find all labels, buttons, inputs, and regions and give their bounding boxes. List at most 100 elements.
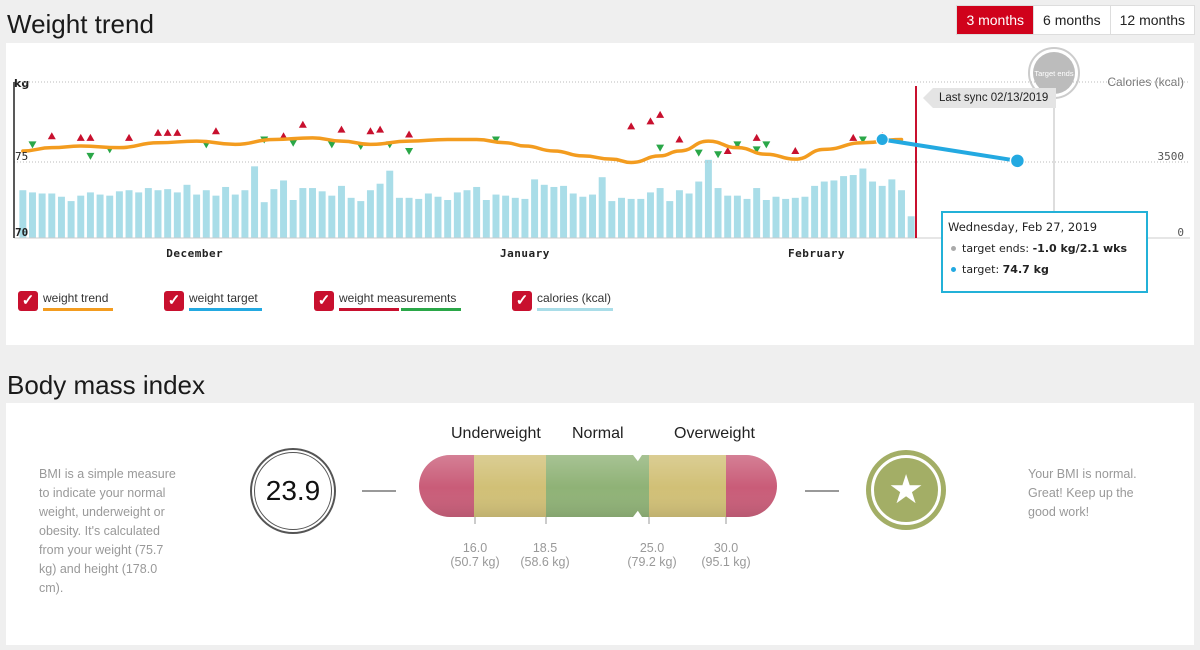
calorie-bar xyxy=(502,195,510,238)
y-unit-label: kg xyxy=(14,77,29,90)
weight-up-marker xyxy=(675,135,684,143)
weight-down-marker xyxy=(858,136,867,144)
legend-weight-measurements[interactable]: ✓ weight measurements xyxy=(314,291,461,311)
calorie-bar xyxy=(164,189,172,238)
calorie-bar xyxy=(395,197,403,238)
calorie-bar xyxy=(347,197,355,238)
bmi-scale-bar xyxy=(419,455,777,524)
calorie-bar xyxy=(135,192,143,238)
calorie-bar xyxy=(704,159,712,238)
legend-weight-trend[interactable]: ✓ weight trend xyxy=(18,291,113,311)
target-ends-badge[interactable] xyxy=(1033,52,1075,94)
weight-up-marker xyxy=(76,133,85,141)
calorie-bar xyxy=(772,196,780,238)
calorie-bar xyxy=(241,190,249,238)
calorie-bar xyxy=(888,179,896,238)
tooltip-row1-label: target ends: xyxy=(962,242,1030,255)
target-ends-badge-label: Target ends xyxy=(1034,69,1073,78)
tick-bmi-value: 18.5 xyxy=(532,541,558,555)
bmi-message: Your BMI is normal. Great! Keep up the g… xyxy=(1028,467,1137,519)
tick-kg-value: (58.6 kg) xyxy=(520,555,570,569)
calorie-bar xyxy=(666,201,674,238)
calorie-bar xyxy=(415,198,423,238)
tick-kg-value: (50.7 kg) xyxy=(450,555,500,569)
calorie-bar xyxy=(231,194,239,238)
weight-down-marker xyxy=(405,147,414,155)
y-tick-label: 75 xyxy=(15,150,28,163)
calorie-bar xyxy=(96,194,104,238)
weight-up-marker xyxy=(656,110,665,118)
calorie-bar xyxy=(695,181,703,238)
checkbox-icon[interactable]: ✓ xyxy=(512,291,532,311)
tick-bmi-25: 25.0 (79.2 kg) xyxy=(612,541,692,569)
legend-calories[interactable]: ✓ calories (kcal) xyxy=(512,291,613,311)
checkbox-icon[interactable]: ✓ xyxy=(164,291,184,311)
range-12-months-button[interactable]: 12 months xyxy=(1109,6,1194,34)
calorie-bar xyxy=(656,188,664,238)
calorie-bar xyxy=(29,192,36,238)
bmi-scale-right xyxy=(636,455,777,517)
weight-trend-title: Weight trend xyxy=(7,9,154,39)
calorie-bar xyxy=(328,195,336,238)
calorie-bar xyxy=(627,198,635,238)
tooltip-target-ends-row: target ends: -1.0 kg/2.1 wks xyxy=(948,242,1141,255)
calorie-bar xyxy=(569,193,577,238)
calorie-bar xyxy=(193,194,201,238)
weight-up-marker xyxy=(163,128,172,136)
tooltip-row2-label: target: xyxy=(962,263,1000,276)
legend-swatch xyxy=(43,308,113,311)
bmi-scale-left xyxy=(419,455,641,517)
checkbox-icon[interactable]: ✓ xyxy=(18,291,38,311)
calorie-bar xyxy=(840,176,848,238)
tick-kg-value: (95.1 kg) xyxy=(701,555,751,569)
legend-weight-target[interactable]: ✓ weight target xyxy=(164,291,262,311)
calorie-bar xyxy=(869,181,877,238)
weight-up-marker xyxy=(723,146,732,154)
category-underweight: Underweight xyxy=(451,425,541,442)
calorie-bar xyxy=(801,196,809,238)
range-3-months-button[interactable]: 3 months xyxy=(957,6,1034,34)
weight-up-marker xyxy=(298,120,307,128)
legend-label: weight trend xyxy=(43,291,109,305)
calorie-bar xyxy=(550,186,558,238)
star-icon: ★ xyxy=(871,455,941,525)
calorie-bar xyxy=(849,175,857,238)
weight-up-marker xyxy=(366,127,375,135)
range-6-months-button[interactable]: 6 months xyxy=(1033,6,1110,34)
calorie-bar xyxy=(212,195,220,238)
calorie-bar xyxy=(280,180,288,238)
legend-swatch-down xyxy=(401,308,461,311)
legend-swatch xyxy=(189,308,262,311)
calorie-bar xyxy=(733,195,741,238)
calorie-bar xyxy=(38,193,46,238)
calorie-bar xyxy=(366,190,374,238)
weight-down-marker xyxy=(86,152,95,160)
calorie-bar xyxy=(115,191,123,238)
grey-dot-icon xyxy=(951,246,956,251)
bmi-panel xyxy=(6,403,1194,645)
weight-down-marker xyxy=(656,144,665,152)
tick-kg-value: (79.2 kg) xyxy=(627,555,677,569)
calorie-bar xyxy=(791,197,799,238)
calorie-bar xyxy=(714,188,722,238)
calorie-bar xyxy=(222,186,230,238)
calorie-bar xyxy=(202,190,210,238)
tooltip-row2-value: 74.7 kg xyxy=(1002,263,1049,276)
tick-bmi-18-5: 18.5 (58.6 kg) xyxy=(505,541,585,569)
calorie-zero-label: 0 xyxy=(1177,226,1184,239)
weight-trend-chart: Target ends kg Calories (kcal) 757035000… xyxy=(13,47,1190,260)
weight-target-line xyxy=(881,137,1018,163)
tick-bmi-value: 30.0 xyxy=(713,541,739,555)
checkbox-icon[interactable]: ✓ xyxy=(314,291,334,311)
weight-down-marker xyxy=(327,141,336,149)
calorie-bar xyxy=(48,193,56,238)
tooltip-row1-value: -1.0 kg/2.1 wks xyxy=(1032,242,1128,255)
calorie-bar xyxy=(173,192,181,238)
category-normal: Normal xyxy=(572,425,624,442)
weight-down-marker xyxy=(733,141,742,149)
weight-down-marker xyxy=(28,141,37,149)
calorie-bar xyxy=(540,184,548,238)
calorie-bar xyxy=(309,188,316,238)
calorie-bar xyxy=(782,198,790,238)
time-range-selector: 3 months 6 months 12 months xyxy=(956,5,1195,35)
